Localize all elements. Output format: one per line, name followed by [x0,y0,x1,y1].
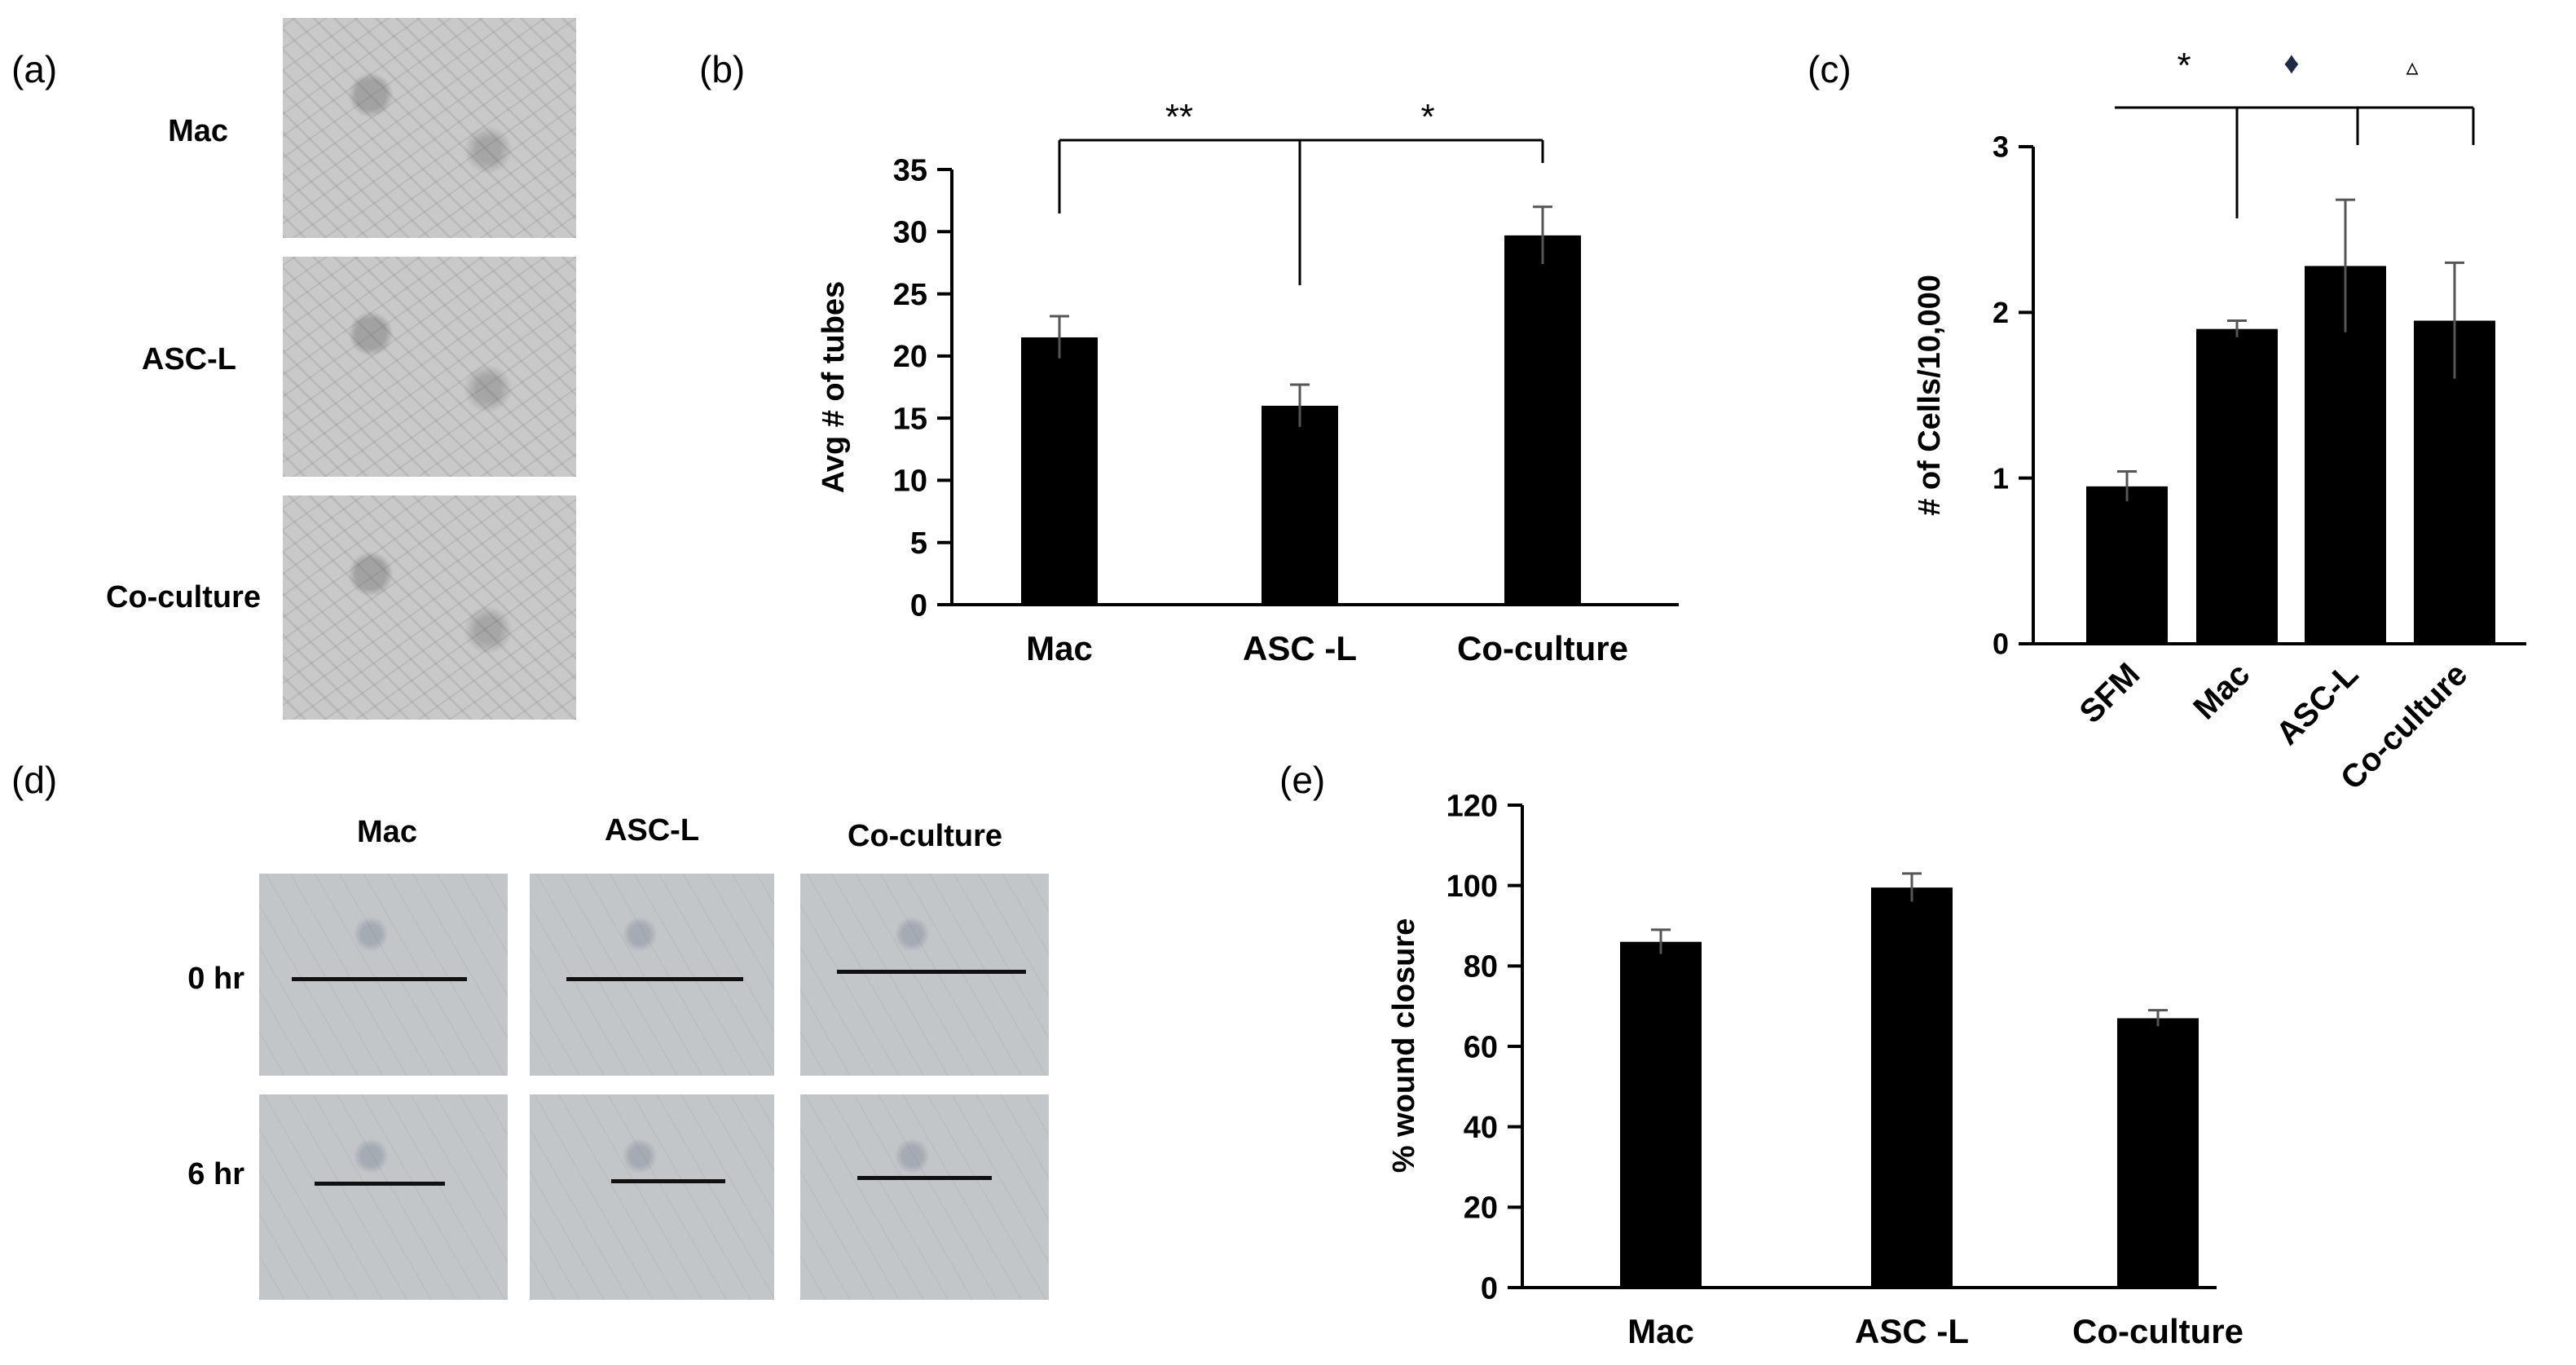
sig-marker-c-0: * [2177,46,2191,86]
y-axis-label-e: % wound closure [1387,918,1421,1173]
y-tick-label-b: 35 [893,153,927,187]
bar-b-2 [1504,235,1581,605]
y-axis-label-c: # of Cells/10,000 [1913,275,1947,516]
y-tick-label-e: 0 [1481,1271,1498,1306]
wound-image-coculture-0hr [800,874,1049,1076]
panel-label-c: (c) [1808,48,1852,90]
sig-marker-c-2: ▵ [2406,54,2418,81]
row-label-mac: Mac [168,114,228,148]
row-label-asc-l: ASC-L [141,342,236,376]
y-tick-label-c: 2 [1993,296,2009,329]
x-tick-label-e: Co-culture [2072,1312,2244,1350]
x-tick-label-e: ASC -L [1855,1312,1969,1350]
bar-e-2 [2117,1018,2199,1288]
wound-image-coculture-6hr [800,1094,1049,1300]
x-tick-label-e: Mac [1627,1312,1694,1350]
panel-label-d: (d) [11,759,58,801]
sig-marker-c-1: ♦ [2283,46,2299,81]
bar-e-0 [1620,941,1702,1288]
y-tick-label-e: 20 [1464,1191,1498,1226]
x-tick-label-b: Mac [1026,629,1093,667]
panel-label-e: (e) [1279,759,1326,801]
y-tick-label-b: 0 [910,588,927,623]
panel-label-b: (b) [699,48,746,90]
col-label-coculture: Co-culture [848,819,1002,853]
bar-e-1 [1871,887,1953,1288]
y-tick-label-b: 5 [910,526,927,561]
panel-label-a: (a) [11,48,58,90]
wound-image-asc-l-0hr [530,874,774,1076]
micrograph-a-asc-l [283,257,576,477]
row-label-0hr: 0 hr [187,962,244,996]
micrograph-a-mac [283,18,576,238]
y-axis-label-b: Avg # of tubes [817,281,851,493]
bar-c-1 [2196,328,2278,644]
micrograph-a-coculture [283,495,576,720]
y-tick-label-c: 1 [1993,461,2009,495]
row-label-coculture: Co-culture [106,580,261,614]
y-tick-label-c: 0 [1993,627,2009,661]
y-tick-label-e: 80 [1464,950,1498,984]
bar-b-1 [1262,405,1338,605]
y-tick-label-e: 100 [1447,870,1498,904]
y-tick-label-e: 120 [1447,789,1498,823]
x-tick-label-b: Co-culture [1457,629,1628,667]
wound-image-asc-l-6hr [530,1094,774,1300]
y-tick-label-b: 30 [893,216,927,250]
col-label-mac: Mac [357,815,417,849]
wound-image-mac-6hr [259,1094,508,1300]
row-label-6hr: 6 hr [187,1157,244,1191]
col-label-asc-l: ASC-L [604,813,700,848]
y-tick-label-b: 15 [893,402,927,436]
y-tick-label-b: 25 [893,278,927,312]
bar-b-0 [1021,337,1098,605]
y-tick-label-e: 40 [1464,1111,1498,1145]
y-tick-label-e: 60 [1464,1030,1498,1064]
wound-image-mac-0hr [259,874,508,1076]
bar-c-0 [2086,486,2168,644]
x-tick-label-b: ASC -L [1243,629,1357,667]
y-tick-label-b: 20 [893,340,927,374]
y-tick-label-c: 3 [1993,130,2009,164]
sig-marker-b-0: ** [1165,97,1193,137]
y-tick-label-b: 10 [893,465,927,499]
sig-marker-b-1: * [1420,97,1434,137]
